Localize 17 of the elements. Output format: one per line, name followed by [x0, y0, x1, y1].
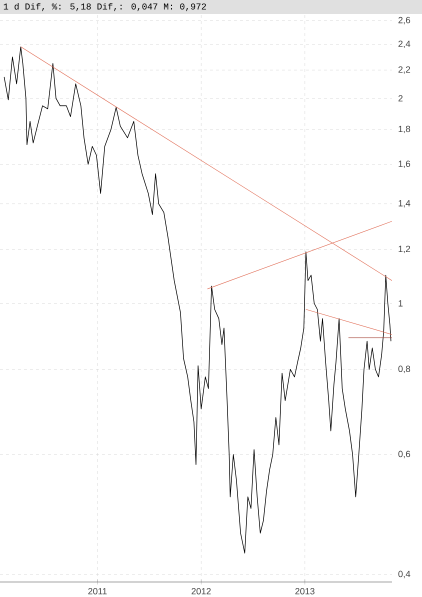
- y-tick-label: 1,2: [398, 246, 410, 254]
- y-tick-label: 2,2: [398, 66, 410, 74]
- x-tick-label: 2012: [192, 588, 211, 594]
- y-tick-label: 1,8: [398, 126, 410, 134]
- x-tick-label: 2013: [295, 588, 314, 594]
- y-tick-label: 2,6: [398, 16, 410, 24]
- y-tick-label: 2,4: [398, 40, 410, 48]
- line-series: [4, 46, 392, 554]
- x-tick-label: 2011: [88, 588, 107, 594]
- y-tick-label: 0,8: [398, 366, 410, 374]
- y-tick-label: 1,6: [398, 160, 410, 168]
- y-tick-label: 0,4: [398, 570, 410, 578]
- chart-title: 1 d Dif, %: 5,18 Dif,: 0,047 M: 0,972: [4, 2, 206, 12]
- y-tick-label: 2: [398, 95, 403, 102]
- y-tick-label: 1,4: [398, 200, 410, 208]
- y-tick-label: 1: [398, 300, 403, 306]
- y-tick-label: 0,6: [398, 450, 410, 458]
